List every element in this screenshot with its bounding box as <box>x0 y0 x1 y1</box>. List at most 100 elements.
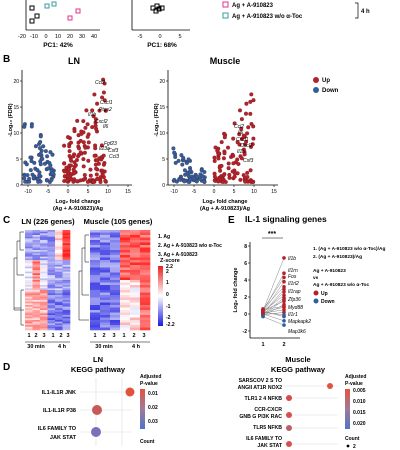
heatmap-ln-cell <box>62 235 71 237</box>
volcano-gene-label-muscle: Csf3 <box>243 158 254 164</box>
heatmap-legend-3: 3. Ag + A-910823 <box>158 252 198 258</box>
heatmap-muscle-cell <box>110 272 121 276</box>
heatmap-muscle-cell <box>90 275 101 278</box>
heatmap-muscle-cell <box>90 237 101 241</box>
heatmap-muscle-cell <box>120 275 131 278</box>
kegg-ln-title-2: KEGG pathway <box>71 365 126 374</box>
heatmap-muscle-cell <box>110 312 121 316</box>
heatmap-ln-cell <box>62 308 71 311</box>
heatmap-muscle-cell <box>90 232 101 236</box>
heatmap-muscle-cell <box>90 300 101 303</box>
volcano-point-up <box>248 99 253 104</box>
heatmap-ln-cell <box>62 231 71 234</box>
heatmap-muscle-cell <box>120 285 131 288</box>
volcano-point-up <box>86 158 91 163</box>
heatmap-muscle-cell <box>110 275 121 278</box>
heatmap-ln-cell <box>62 328 71 331</box>
heatmap-ln-cell <box>47 243 56 246</box>
volcano-point-down <box>36 179 41 184</box>
heatmap-ln-cell <box>62 300 71 302</box>
heatmap-muscle-cell <box>130 237 141 241</box>
zscore-tick: 2 <box>166 269 169 275</box>
volcano-point-up <box>103 178 108 183</box>
volcano-point-down <box>50 152 55 157</box>
il1-point-2 <box>282 308 286 312</box>
kegg-muscle-term: SARSCOV 2 S TO <box>239 378 282 384</box>
heatmap-muscle-cell <box>130 265 141 268</box>
heatmap-muscle-cell <box>110 307 121 311</box>
heatmap-muscle-cell <box>140 270 151 273</box>
volcano-point-up <box>231 136 236 141</box>
heatmap-ln-cell <box>40 328 48 331</box>
il1-legend-vs-2: vs <box>313 276 319 281</box>
heatmap-muscle-cell <box>140 295 151 298</box>
kegg-muscle-colorbar <box>345 389 350 429</box>
volcano-point-up <box>248 111 253 116</box>
volcano-xtick: 10 <box>251 189 257 195</box>
heatmap-muscle-cell <box>130 230 141 233</box>
heatmap-ln-cell <box>32 306 41 309</box>
heatmap-muscle-cell <box>90 235 101 238</box>
volcano-point-up <box>65 135 70 140</box>
heatmap-muscle-cell <box>120 235 131 238</box>
volcano-point-up <box>88 173 93 178</box>
heatmap-muscle-cell <box>130 277 141 281</box>
heatmap-ln-cell <box>32 243 41 246</box>
heatmap-ln-cell <box>40 260 48 262</box>
heatmap-ln-cell <box>55 291 63 294</box>
heatmap-ln-cell <box>47 300 56 302</box>
heatmap-ln-cell <box>32 326 41 329</box>
heatmap-col-label-muscle: 3 <box>142 333 145 339</box>
heatmap-muscle-cell <box>100 275 111 278</box>
heatmap-muscle-cell <box>130 285 141 288</box>
kegg-muscle-dot <box>286 395 292 401</box>
pca-muscle-tick: 0 <box>158 34 161 40</box>
volcano-point-down <box>29 159 34 164</box>
heatmap-muscle-cell <box>110 237 121 241</box>
heatmap-ln-cell <box>25 261 33 264</box>
il1-legend-vs-3: Ag + A-910823 w/o α-Toc <box>313 282 369 288</box>
heatmap-muscle-cell <box>140 230 151 233</box>
heatmap-ln-cell <box>47 240 56 242</box>
volcano-point-down <box>202 179 207 184</box>
heatmap-muscle-cell <box>90 302 101 306</box>
heatmap-ln-cell <box>55 316 63 319</box>
volcano-xlabel-muscle-2: (Ag + A-910823)/Ag <box>200 206 250 212</box>
heatmap-muscle-cell <box>90 252 101 256</box>
heatmap-muscle-cell <box>110 267 121 271</box>
il1-point-2 <box>282 256 286 260</box>
heatmap-ln-cell <box>55 238 63 241</box>
heatmap-muscle-cell <box>140 250 151 253</box>
volcano-point-down <box>195 174 200 179</box>
volcano-point-down <box>186 180 191 185</box>
heatmap-ln-cell <box>55 320 63 322</box>
volcano-point-up <box>236 162 241 167</box>
heatmap-ln-cell <box>62 271 71 274</box>
heatmap-muscle-cell <box>110 292 121 296</box>
heatmap-ln-cell <box>47 270 56 272</box>
heatmap-ln-cell <box>55 300 63 302</box>
heatmap-ln-cell <box>25 300 33 302</box>
volcano-gene-label-muscle: Il1b <box>237 149 245 155</box>
heatmap-muscle-cell <box>100 317 111 321</box>
heatmap-ln-cell <box>47 276 56 279</box>
heatmap-ln-cell <box>62 260 71 262</box>
panel-b-volcano: B LN Muscle -Log₁₀ (FDR) -Log₁₀ (FDR) 0 5… <box>3 54 339 212</box>
heatmap-muscle-cell <box>110 327 121 331</box>
heatmap-ln-cell <box>25 298 33 301</box>
heatmap-ln-cell <box>32 298 41 301</box>
il1-legend-up-dot <box>313 290 319 296</box>
heatmap-ln-cell <box>40 283 48 286</box>
heatmap-ln-cell <box>55 268 63 271</box>
heatmap-ln-cell <box>32 241 41 244</box>
heatmap-ln-cell <box>62 326 71 329</box>
heatmap-muscle-cell <box>90 322 101 326</box>
heatmap-ln-cell <box>40 275 48 277</box>
il1-ytick: 6 <box>244 261 247 267</box>
heatmap-muscle-cell <box>120 250 131 253</box>
kegg-muscle-scale-title-1: Adjusted <box>345 374 366 380</box>
heatmap-muscle-cell <box>120 297 131 301</box>
il1-ytick: 0 <box>244 312 247 318</box>
heatmap-muscle-cell <box>120 270 131 273</box>
kegg-muscle-dot <box>286 412 292 418</box>
